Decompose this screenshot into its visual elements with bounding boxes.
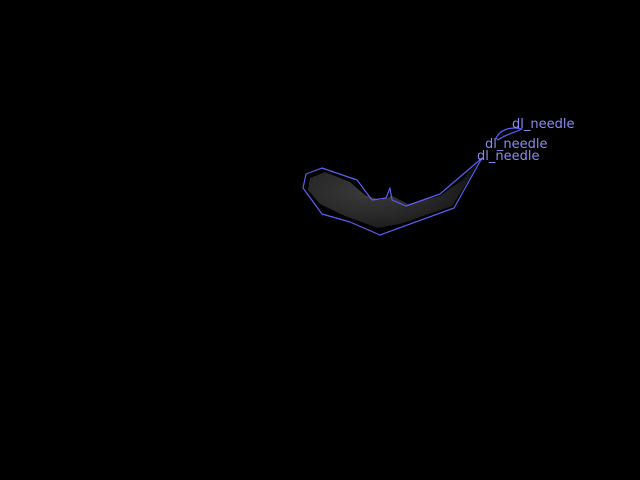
segmentation-outline-1[interactable]: [302, 157, 483, 236]
annotation-label-2: dl_needle: [485, 137, 547, 152]
annotation-label-3: dl_needle: [477, 149, 539, 164]
annotation-label-1: dl_needle: [512, 117, 574, 132]
needle-object-shape: [308, 162, 478, 228]
segmentation-outline-2[interactable]: [495, 127, 523, 141]
